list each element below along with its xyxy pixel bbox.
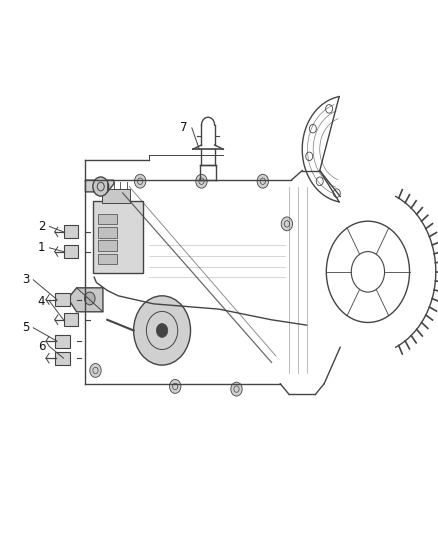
Circle shape xyxy=(231,382,242,396)
Circle shape xyxy=(134,296,191,365)
Text: 4: 4 xyxy=(38,295,46,308)
Circle shape xyxy=(281,217,293,231)
FancyBboxPatch shape xyxy=(93,201,143,273)
Text: 2: 2 xyxy=(38,220,46,233)
Text: 6: 6 xyxy=(38,340,46,353)
FancyBboxPatch shape xyxy=(98,227,117,238)
FancyBboxPatch shape xyxy=(55,335,70,348)
FancyBboxPatch shape xyxy=(98,214,117,224)
Circle shape xyxy=(170,379,181,393)
Circle shape xyxy=(85,292,95,305)
FancyBboxPatch shape xyxy=(55,293,70,306)
Text: 3: 3 xyxy=(22,273,29,286)
FancyBboxPatch shape xyxy=(64,245,78,258)
FancyBboxPatch shape xyxy=(64,313,78,326)
Circle shape xyxy=(196,174,207,188)
Text: 5: 5 xyxy=(22,321,29,334)
FancyBboxPatch shape xyxy=(102,189,130,203)
Text: 1: 1 xyxy=(38,241,46,254)
FancyBboxPatch shape xyxy=(98,240,117,251)
Circle shape xyxy=(257,174,268,188)
Polygon shape xyxy=(85,180,114,192)
Circle shape xyxy=(156,324,168,337)
FancyBboxPatch shape xyxy=(64,225,78,238)
Text: 7: 7 xyxy=(180,122,188,134)
Circle shape xyxy=(93,177,109,196)
FancyBboxPatch shape xyxy=(98,254,117,264)
FancyBboxPatch shape xyxy=(55,352,70,365)
Circle shape xyxy=(90,364,101,377)
Circle shape xyxy=(134,174,146,188)
Polygon shape xyxy=(68,288,103,312)
